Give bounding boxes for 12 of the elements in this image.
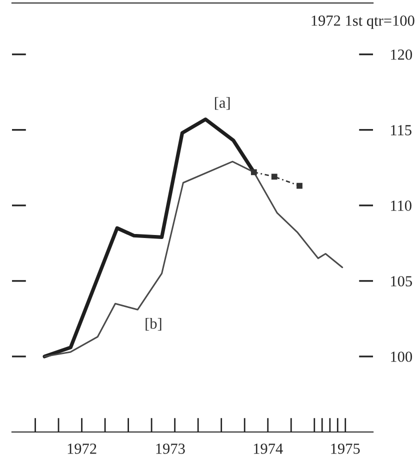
x-tick-label: 1974 bbox=[254, 444, 283, 454]
y-tick-label: 100 bbox=[391, 352, 412, 362]
y-tick-label: 110 bbox=[391, 200, 412, 211]
y-tick-label: 105 bbox=[391, 276, 412, 286]
annotation: [b] bbox=[146, 318, 162, 331]
y-tick-label: 115 bbox=[391, 125, 412, 136]
annotation: [a] bbox=[214, 97, 230, 110]
y-tick-label: 120 bbox=[391, 50, 412, 60]
x-tick-label: 1975 bbox=[331, 444, 360, 454]
annotation: 1972 1st qtr=100 bbox=[312, 16, 414, 29]
x-tick-label: 1973 bbox=[156, 444, 185, 454]
x-tick-label: 1972 bbox=[68, 444, 96, 454]
